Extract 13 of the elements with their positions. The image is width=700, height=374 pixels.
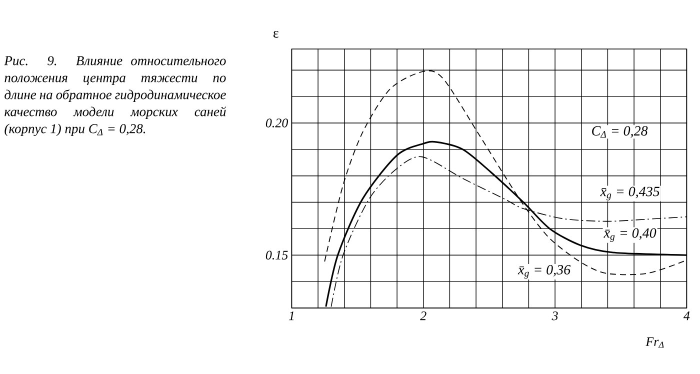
x-axis-title: Fr$_{Δ}$ — [646, 337, 664, 348]
x-tick-label: 1 — [288, 312, 294, 320]
y-tick-label: 0.20 — [266, 118, 288, 128]
annotation: C$_{Δ}$ = 0,28 — [592, 126, 648, 138]
series-label: x̄$_{g}$ = 0,40 — [604, 228, 656, 242]
series-label: x̄$_{g}$ = 0,435 — [600, 186, 660, 200]
x-tick-label: 3 — [552, 312, 558, 320]
x-tick-label: 4 — [683, 312, 690, 320]
x-tick-label: 2 — [420, 312, 426, 320]
series-label: x̄$_{g}$ = 0,36 — [518, 264, 571, 279]
y-tick-label: 0.15 — [266, 250, 288, 260]
text: Рис. 9. Влияние относительного положения центра тяжести по длине на обратное гидродинамическое качество модели морских саней (корпус 1) при C$_{Δ}$ = 0,28. — [4, 56, 226, 136]
y-axis-title: ε — [274, 30, 278, 38]
